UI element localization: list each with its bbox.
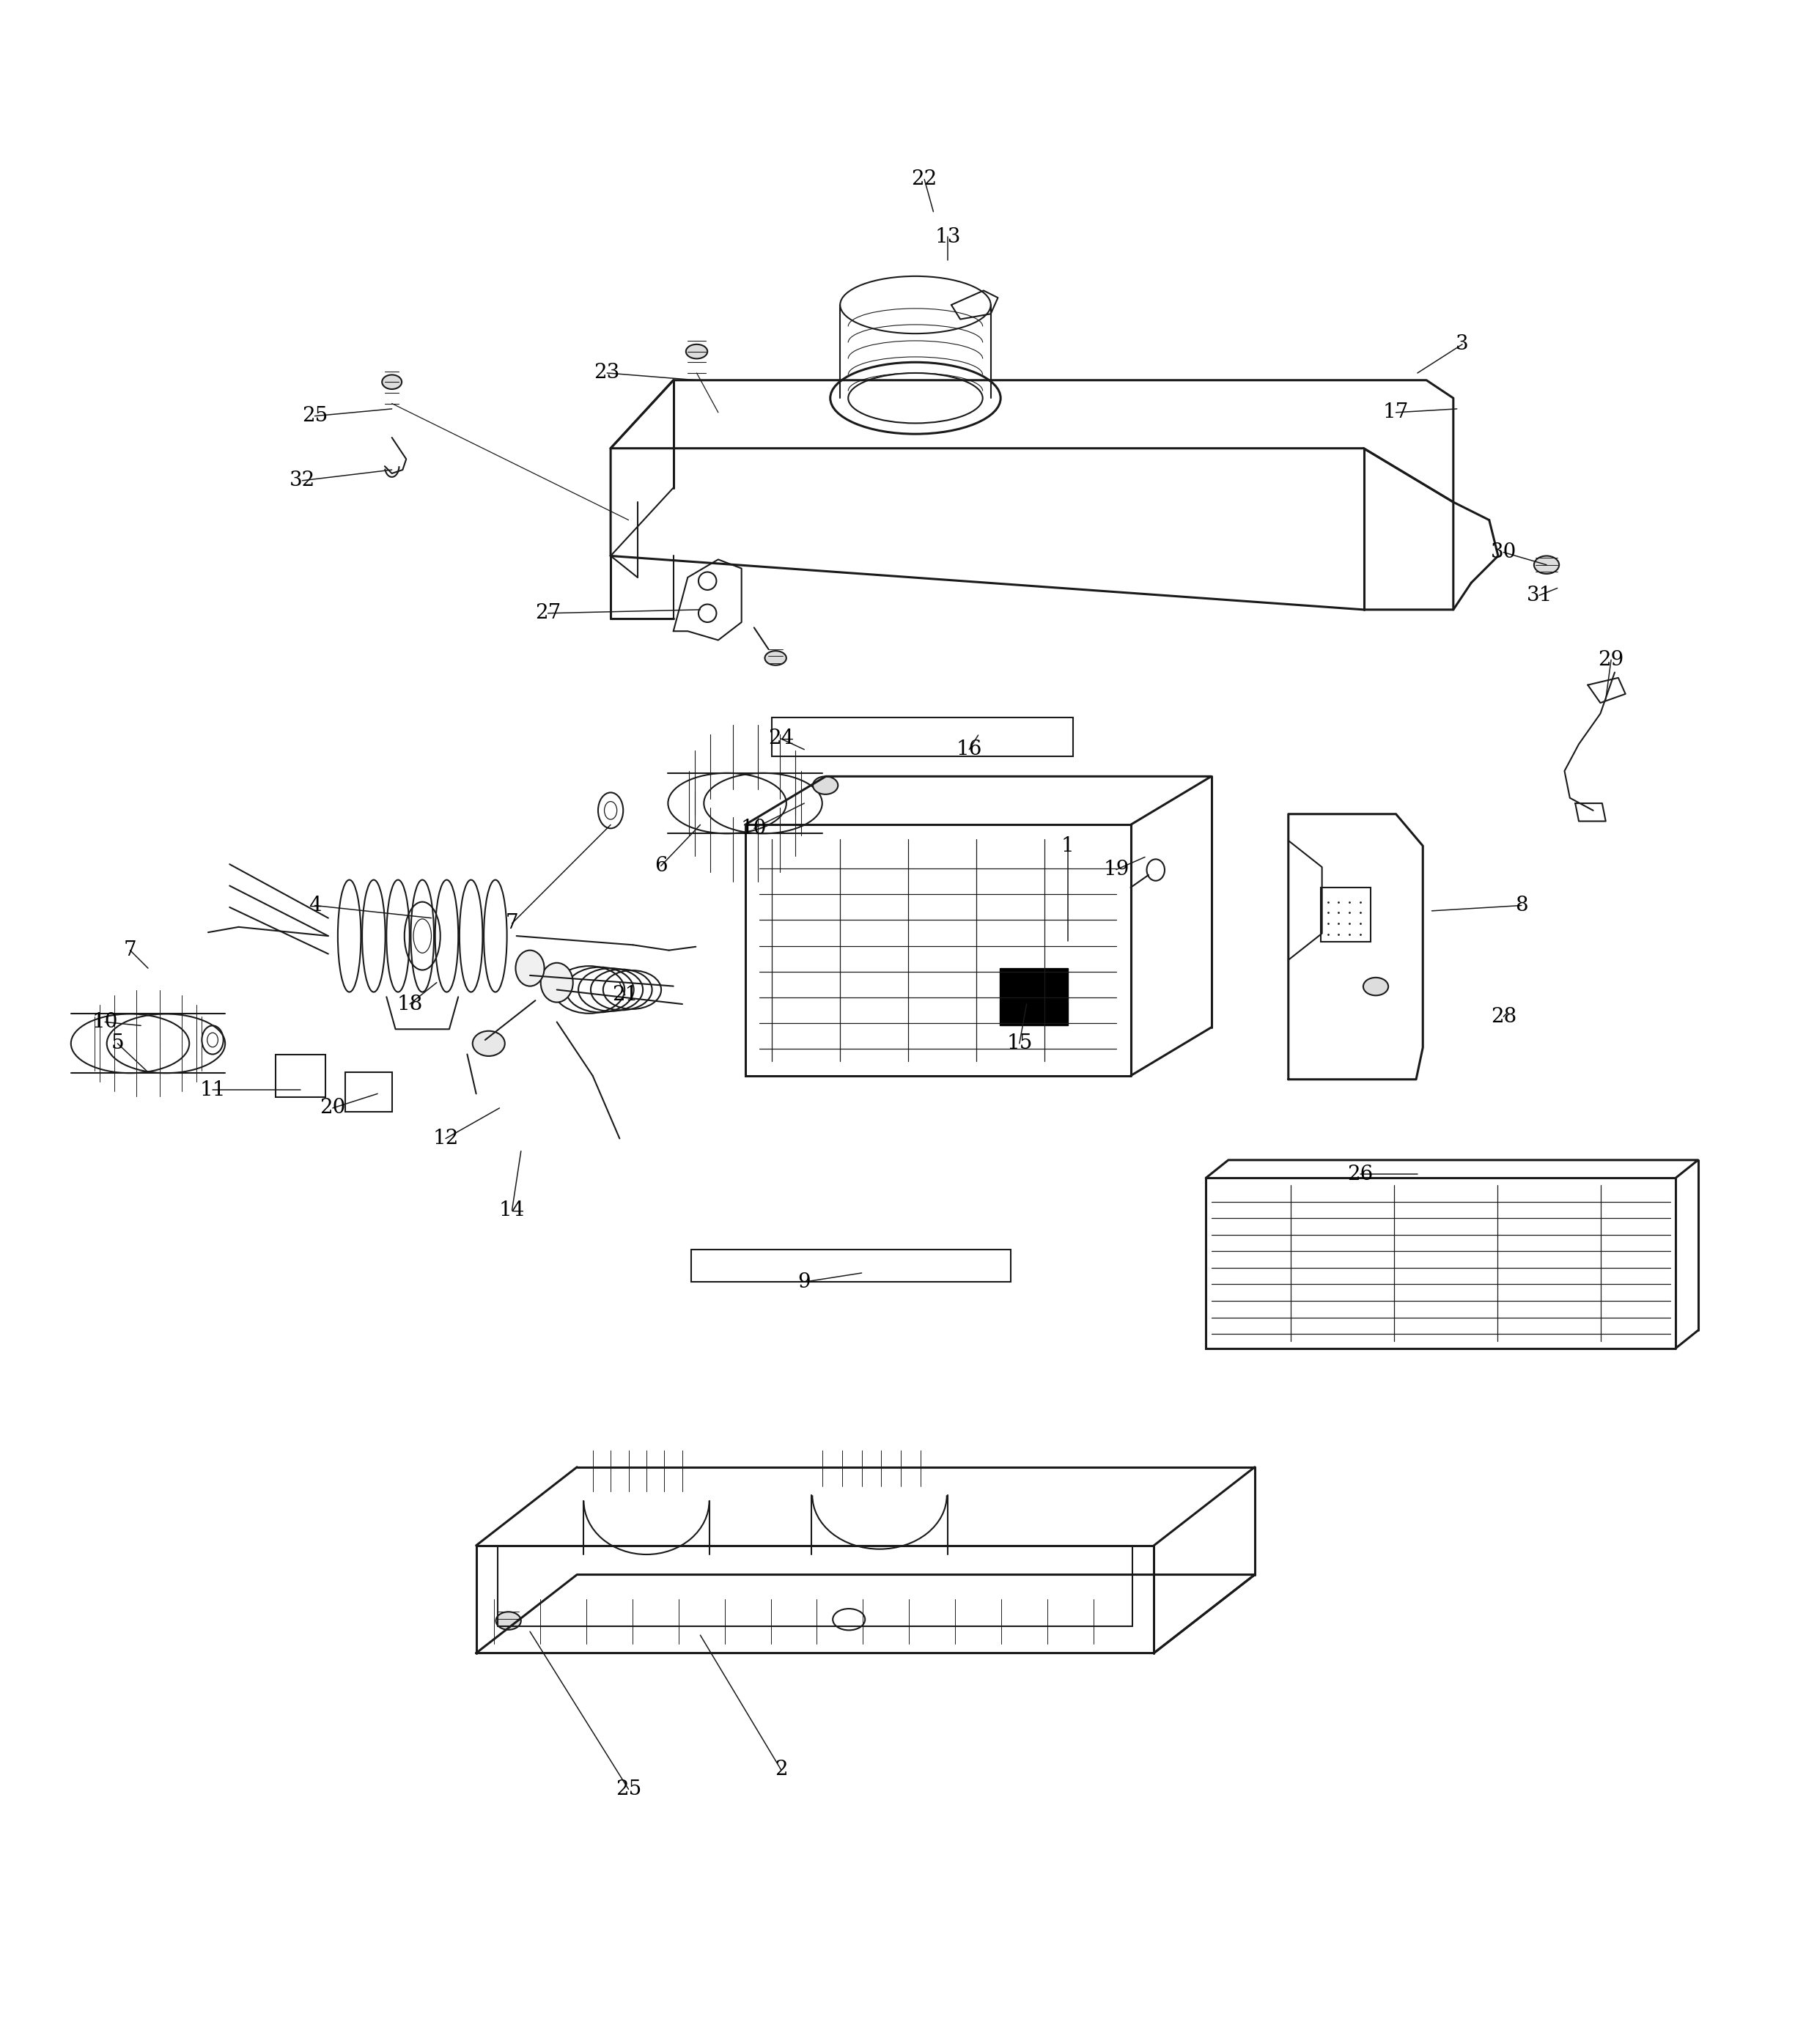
Ellipse shape xyxy=(515,950,544,985)
Ellipse shape xyxy=(1535,556,1560,574)
Text: 23: 23 xyxy=(594,364,619,382)
Bar xyxy=(275,1055,325,1098)
Ellipse shape xyxy=(382,374,402,388)
Bar xyxy=(345,1073,391,1112)
Text: 27: 27 xyxy=(535,603,560,623)
Text: 5: 5 xyxy=(111,1034,124,1053)
Text: 25: 25 xyxy=(302,407,328,425)
Text: 26: 26 xyxy=(1348,1165,1373,1183)
Text: 25: 25 xyxy=(616,1780,641,1799)
Bar xyxy=(1321,887,1371,942)
Text: 32: 32 xyxy=(289,470,316,491)
Text: 9: 9 xyxy=(797,1271,811,1292)
Bar xyxy=(772,717,1073,756)
Bar xyxy=(1000,969,1068,1026)
Text: 24: 24 xyxy=(768,730,793,748)
Text: 18: 18 xyxy=(397,993,424,1014)
Text: 7: 7 xyxy=(506,914,519,934)
Text: 3: 3 xyxy=(1456,335,1468,354)
Text: 29: 29 xyxy=(1598,650,1624,670)
Text: 28: 28 xyxy=(1490,1008,1517,1026)
Text: 1: 1 xyxy=(1061,836,1075,856)
Ellipse shape xyxy=(765,650,786,664)
Text: 7: 7 xyxy=(124,940,136,961)
Text: 31: 31 xyxy=(1526,585,1553,605)
Text: 30: 30 xyxy=(1490,542,1517,562)
Text: 8: 8 xyxy=(1515,895,1528,916)
Ellipse shape xyxy=(540,963,573,1002)
Text: 10: 10 xyxy=(92,1012,118,1032)
Text: 2: 2 xyxy=(774,1760,788,1780)
Text: 17: 17 xyxy=(1382,403,1409,423)
Text: 4: 4 xyxy=(309,895,321,916)
Ellipse shape xyxy=(472,1030,504,1057)
Text: 16: 16 xyxy=(957,740,982,760)
Text: 11: 11 xyxy=(199,1079,226,1100)
Text: 6: 6 xyxy=(655,856,668,877)
Text: 15: 15 xyxy=(1007,1034,1032,1053)
Text: 19: 19 xyxy=(1104,861,1129,879)
Ellipse shape xyxy=(1362,977,1388,995)
Text: 22: 22 xyxy=(912,170,937,190)
Ellipse shape xyxy=(495,1613,521,1629)
Text: 13: 13 xyxy=(935,227,960,247)
Ellipse shape xyxy=(686,343,707,358)
Text: 10: 10 xyxy=(741,818,766,838)
Text: 14: 14 xyxy=(499,1200,524,1220)
Text: 20: 20 xyxy=(320,1098,346,1118)
Ellipse shape xyxy=(813,777,838,795)
Text: 12: 12 xyxy=(433,1128,460,1149)
Bar xyxy=(691,1249,1011,1282)
Text: 21: 21 xyxy=(612,985,637,1006)
